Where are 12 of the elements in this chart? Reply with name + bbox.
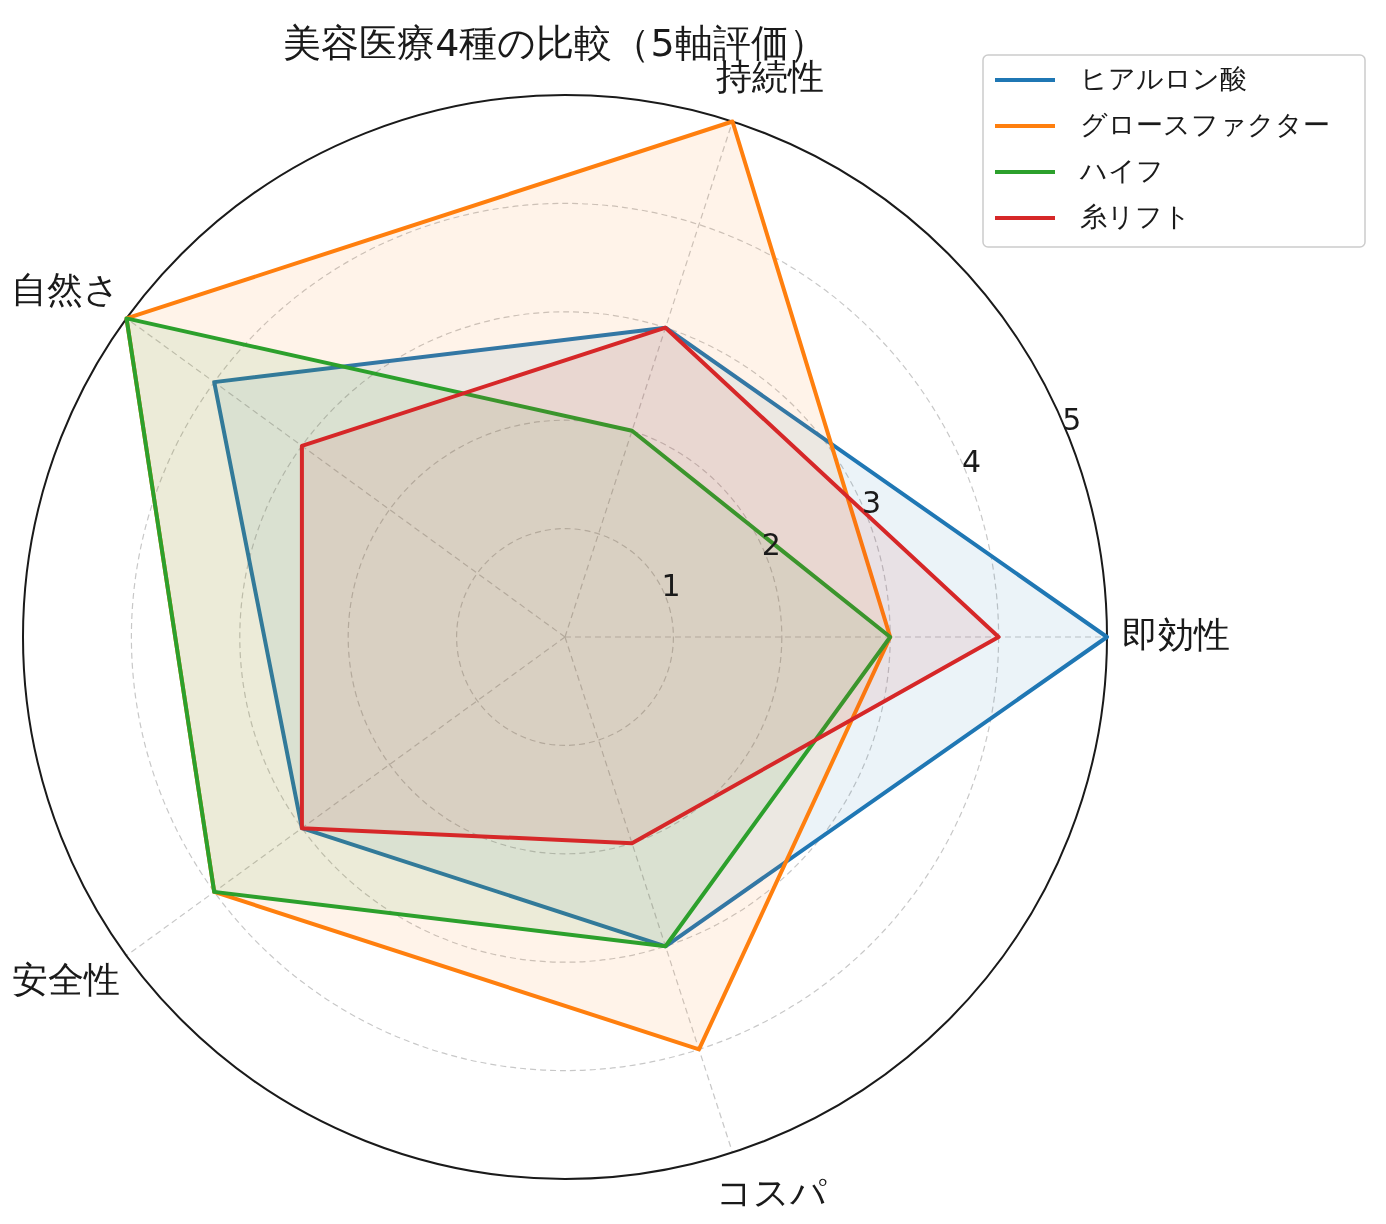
legend-label: ヒアルロン酸 bbox=[1080, 62, 1247, 94]
spoke-label: 安全性 bbox=[12, 959, 121, 1001]
spoke-label: 即効性 bbox=[1122, 614, 1230, 655]
y-tick-label: 3 bbox=[861, 485, 881, 521]
y-tick-label: 4 bbox=[962, 443, 982, 479]
y-tick-label: 1 bbox=[661, 568, 681, 604]
legend-label: ハイフ bbox=[1079, 154, 1164, 186]
spoke-label: 自然さ bbox=[11, 268, 121, 310]
legend-label: 糸リフト bbox=[1080, 200, 1191, 232]
legend-label: グロースファクター bbox=[1080, 108, 1330, 140]
spoke-label: コスパ bbox=[716, 1172, 828, 1214]
y-tick-label: 5 bbox=[1062, 402, 1082, 438]
